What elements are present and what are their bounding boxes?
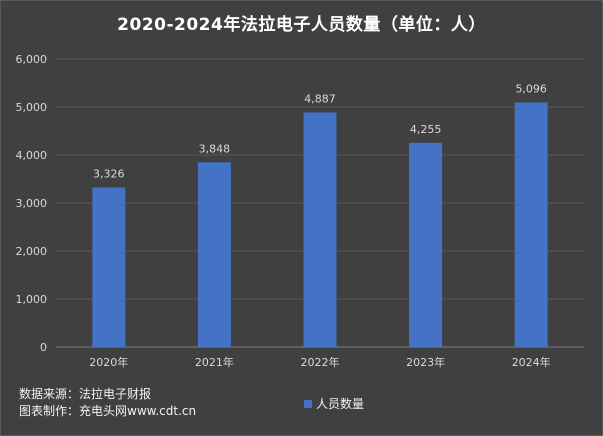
x-tick-label: 2024年 [512,355,551,369]
y-tick-label: 1,000 [16,293,48,306]
data-label: 3,848 [199,142,231,155]
bar [409,142,443,347]
x-tick-label: 2021年 [195,355,234,369]
y-tick-label: 3,000 [16,197,48,210]
y-tick-label: 4,000 [16,149,48,162]
data-label: 4,887 [304,92,336,105]
chart-credit-note: 图表制作：充电头网www.cdt.cn [19,404,197,418]
legend-swatch [304,400,312,408]
y-tick-label: 5,000 [16,101,48,114]
x-tick-label: 2023年 [406,355,445,369]
chart-title: 2020-2024年法拉电子人员数量（单位：人） [117,15,486,35]
chart-legend: 人员数量 [304,395,364,412]
legend-label: 人员数量 [316,397,365,411]
y-tick-label: 0 [40,341,47,354]
x-tick-label: 2020年 [89,355,128,369]
y-tick-label: 6,000 [16,53,48,66]
data-label: 4,255 [410,123,442,136]
y-tick-label: 2,000 [16,245,48,258]
bar [514,102,548,347]
data-label: 3,326 [93,167,125,180]
bar [197,162,231,347]
data-label: 5,096 [515,82,547,95]
bar [303,112,337,347]
x-tick-label: 2022年 [301,355,340,369]
data-source-note: 数据来源：法拉电子财报 [19,387,152,401]
bar [92,187,126,347]
